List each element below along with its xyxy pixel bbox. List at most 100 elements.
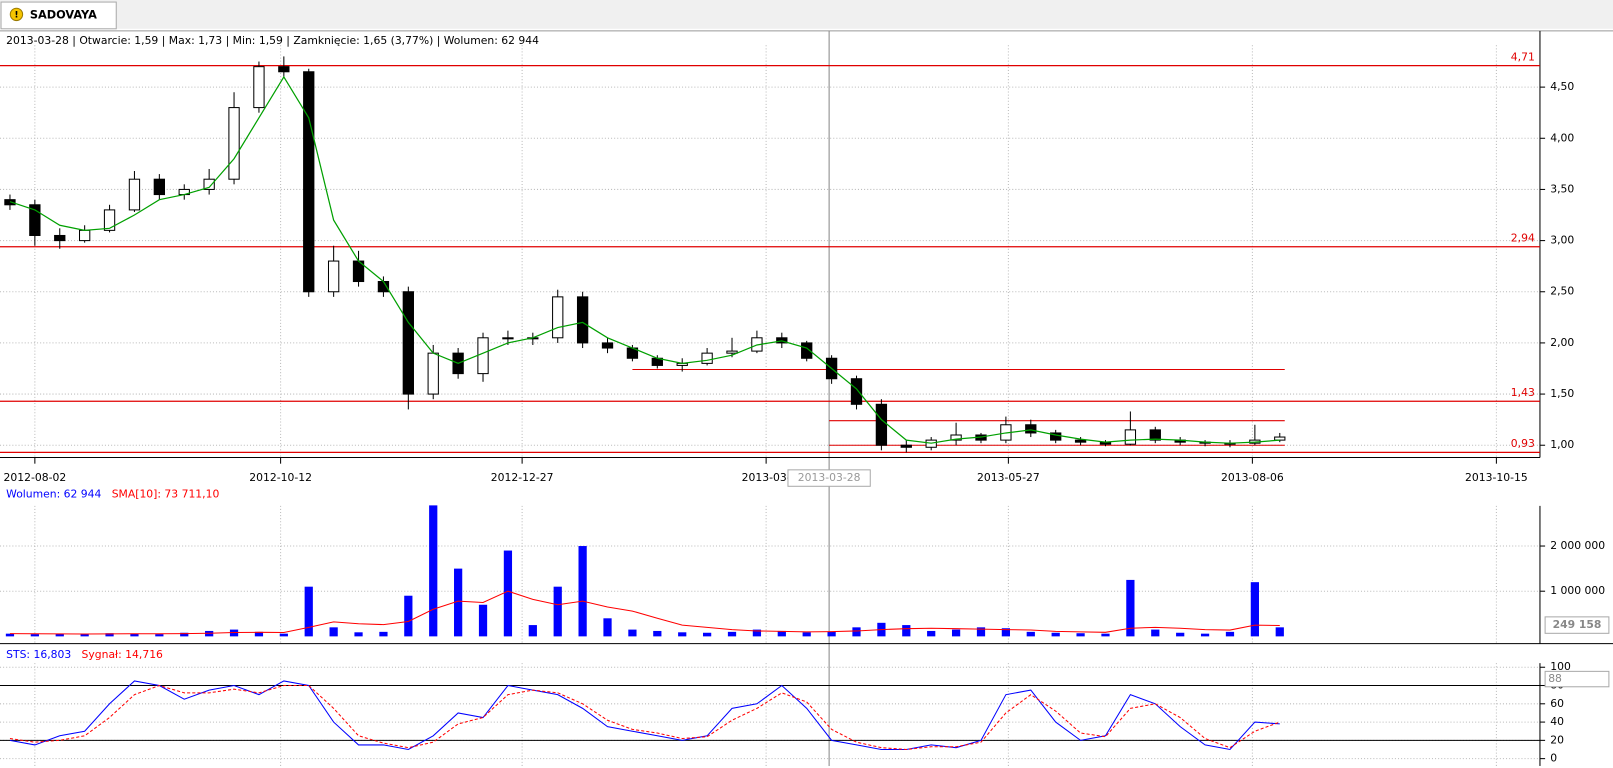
volume-bar <box>329 627 338 637</box>
volume-bar <box>478 604 488 637</box>
volume-bar <box>653 630 662 637</box>
volume-bar <box>1076 633 1085 637</box>
legend-entry: SMA[10]: 73 711,10 <box>112 488 220 501</box>
volume-bar <box>354 632 363 637</box>
volume-bar <box>1126 579 1135 637</box>
volume-bar <box>1001 628 1011 637</box>
level-label: 0,93 <box>1511 437 1535 450</box>
candle-body <box>502 337 514 340</box>
candle-body <box>153 178 166 196</box>
level-label: 4,71 <box>1511 50 1535 63</box>
candle-body <box>875 403 888 446</box>
candle-body <box>552 296 564 339</box>
candle-body <box>103 209 116 231</box>
candle-body <box>601 342 614 349</box>
volume-bar <box>702 632 712 637</box>
candle-body <box>1149 429 1161 441</box>
level-label: 2,94 <box>1511 232 1535 245</box>
volume-bar <box>827 631 836 637</box>
tab-bar <box>0 0 1613 29</box>
volume-bar <box>254 631 264 637</box>
price-header: 2013-03-28 | Otwarcie: 1,59 | Max: 1,73 … <box>6 34 539 47</box>
y-tick-label: 20 <box>1550 733 1564 746</box>
volume-bar <box>429 505 438 637</box>
volume-bar <box>927 630 936 637</box>
volume-bar <box>379 631 388 637</box>
volume-bar <box>802 632 811 637</box>
volume-bar <box>852 627 861 637</box>
marker-label: 88 <box>1548 672 1562 685</box>
volume-bar <box>1250 582 1259 637</box>
candle-body <box>278 66 290 73</box>
level-label: 1,43 <box>1511 386 1535 399</box>
x-tick-label: 2012-10-12 <box>249 471 312 484</box>
volume-bar <box>155 634 164 637</box>
volume-bar <box>727 631 737 637</box>
candle-body <box>128 178 141 211</box>
y-tick-label: 2 000 000 <box>1550 539 1605 552</box>
volume-bar <box>1026 631 1035 637</box>
cursor-label-box <box>787 469 871 487</box>
volume-bar <box>678 632 687 637</box>
candle-body <box>228 107 240 180</box>
candle-body <box>726 350 738 354</box>
candle-body <box>253 66 265 109</box>
volume-bar <box>1176 632 1185 637</box>
volume-bar <box>105 633 114 637</box>
volume-bar <box>5 633 15 637</box>
x-tick-label: 2012-12-27 <box>491 471 554 484</box>
volume-bar <box>777 630 786 637</box>
candle-body <box>900 444 912 448</box>
volume-bar <box>55 633 64 637</box>
volume-bar <box>578 546 587 637</box>
candle-body <box>427 352 439 395</box>
x-tick-label: 2012-08-02 <box>4 471 67 484</box>
volume-bar <box>279 633 288 637</box>
y-tick-label: 4,00 <box>1550 131 1574 144</box>
volume-bar <box>603 618 612 637</box>
y-tick-label: 60 <box>1550 697 1564 710</box>
x-tick-label: 2013-10-15 <box>1465 471 1528 484</box>
volume-bar <box>628 629 637 637</box>
cursor-label: 2013-03-28 <box>798 471 861 484</box>
moving-average <box>9 75 1280 444</box>
volume-bar <box>304 586 313 637</box>
candle-body <box>1124 429 1137 445</box>
volume-bar <box>902 625 911 637</box>
volume-bar <box>752 629 762 637</box>
candle-body <box>327 260 340 293</box>
volume-bar <box>30 634 39 637</box>
volume-bar <box>951 629 961 637</box>
y-tick-label: 2,50 <box>1550 285 1574 298</box>
candle-body <box>303 71 315 293</box>
marker-box <box>1544 616 1610 634</box>
candle-body <box>203 178 215 190</box>
legend-entry: Sygnał: 14,716 <box>82 648 164 661</box>
tab-title[interactable]: SADOVAYA <box>30 8 97 21</box>
volume-sma <box>9 590 1280 635</box>
volume-bar <box>130 633 139 637</box>
volume-bar <box>454 568 463 637</box>
candle-body <box>850 378 863 405</box>
y-tick-label: 40 <box>1550 715 1564 728</box>
y-tick-label: 3,50 <box>1550 182 1574 195</box>
y-tick-label: 0 <box>1550 752 1557 765</box>
volume-bar <box>1101 633 1110 637</box>
x-tick-label: 2013-05-27 <box>977 471 1040 484</box>
tab-icon-mark: ! <box>14 9 18 20</box>
candle-body <box>1025 424 1037 434</box>
candle-body <box>1274 436 1286 441</box>
candle-body <box>402 291 414 395</box>
volume-bar <box>180 632 189 637</box>
candle-body <box>950 434 962 441</box>
candle-body <box>576 296 589 344</box>
y-tick-label: 3,00 <box>1550 234 1574 247</box>
volume-bar <box>1225 631 1235 637</box>
volume-bar <box>503 550 513 637</box>
volume-bar <box>528 625 537 637</box>
y-tick-label: 1,00 <box>1550 438 1574 451</box>
candle-body <box>54 234 66 242</box>
volume-bar <box>80 634 89 637</box>
candle-body <box>701 352 713 364</box>
